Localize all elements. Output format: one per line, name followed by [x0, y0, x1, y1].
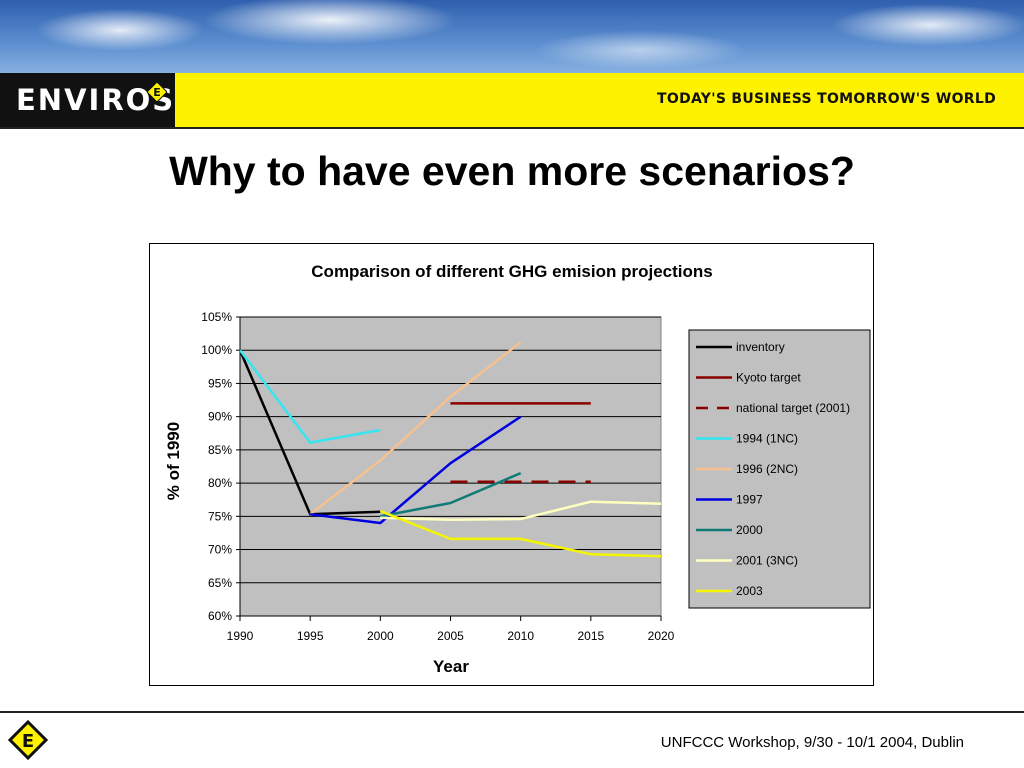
logo: ENVIROS E [0, 73, 175, 127]
legend: inventory Kyoto target national target (20… [688, 329, 871, 609]
series-line [309, 341, 522, 516]
x-axis-label: Year [433, 657, 469, 676]
legend-label: 2003 [736, 584, 763, 598]
brand-bar: ENVIROS E TODAY'S BUSINESS TOMORROW'S WO… [0, 73, 1024, 129]
logo-badge-letter: E [153, 86, 161, 99]
y-tick-label: 100% [201, 343, 232, 357]
series-line [239, 349, 381, 444]
legend-label: Kyoto target [736, 371, 801, 385]
legend-label: 1996 (2NC) [736, 462, 798, 476]
footer-text: UNFCCC Workshop, 9/30 - 10/1 2004, Dubli… [660, 734, 964, 751]
logo-text: ENVIROS [16, 83, 176, 117]
gridlines [240, 316, 661, 584]
x-tick-label: 2010 [507, 629, 534, 643]
y-tick-label: 95% [208, 376, 232, 390]
x-tick-label: 1995 [297, 629, 324, 643]
chart-title: Comparison of different GHG emision proj… [311, 262, 712, 281]
plot-area [239, 316, 662, 617]
y-tick-label: 90% [208, 410, 232, 424]
y-tick-label: 70% [208, 543, 232, 557]
legend-label: inventory [736, 340, 785, 354]
x-tick-label: 2015 [577, 629, 604, 643]
legend-label: 1997 [736, 493, 763, 507]
footer-divider [0, 711, 1024, 713]
x-tick-label: 2005 [437, 629, 464, 643]
series-group [238, 341, 662, 558]
x-tick-label: 2020 [648, 629, 675, 643]
page-title: Why to have even more scenarios? [169, 148, 855, 194]
footer-logo-icon: E [8, 720, 48, 760]
y-tick-label: 105% [201, 310, 232, 324]
y-tick-label: 65% [208, 576, 232, 590]
legend-label: 1994 (1NC) [736, 432, 798, 446]
logo-badge-icon: E [147, 82, 167, 102]
legend-label: national target (2001) [736, 401, 850, 415]
series-line [379, 509, 662, 558]
sky-banner [0, 0, 1024, 73]
y-tick-label: 85% [208, 443, 232, 457]
series-line [380, 471, 522, 518]
series-line [310, 415, 522, 525]
y-tick-label: 80% [208, 476, 232, 490]
footer-badge-letter: E [22, 731, 34, 752]
tagline: TODAY'S BUSINESS TOMORROW'S WORLD [657, 91, 996, 107]
legend-label: 2001 (3NC) [736, 554, 798, 568]
y-tick-label: 60% [208, 609, 232, 623]
chart-frame: Comparison of different GHG emision proj… [149, 243, 874, 686]
chart: Comparison of different GHG emision proj… [164, 262, 871, 676]
y-axis-label: % of 1990 [164, 422, 183, 500]
legend-label: 2000 [736, 523, 763, 537]
x-tick-label: 1990 [227, 629, 254, 643]
axes: 60% 65% 70% 75% 80% 85% 90% 95% 100% 105% 1990 1995… [201, 310, 674, 643]
y-tick-label: 75% [208, 509, 232, 523]
x-tick-label: 2000 [367, 629, 394, 643]
series-line [380, 500, 662, 521]
